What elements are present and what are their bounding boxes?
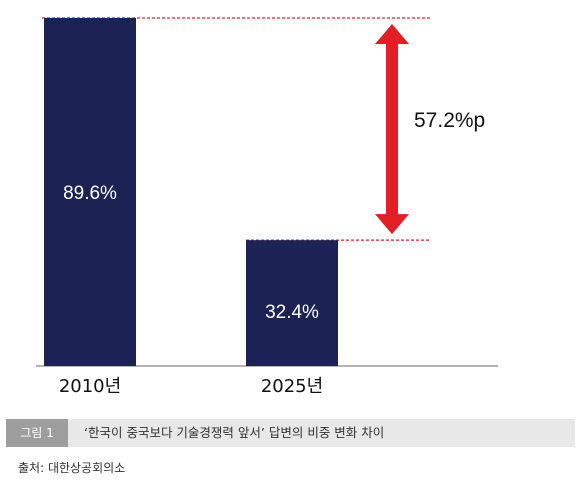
bar-chart: 89.6% 32.4% 2010년 2025년 57.2%p [36,17,498,397]
figure-caption-text: ‘한국이 중국보다 기술경쟁력 앞서’ 답변의 비중 변화 차이 [84,425,385,440]
x-tick-label-2025: 2025년 [261,376,323,397]
figure-caption-bar: 그림 1 ‘한국이 중국보다 기술경쟁력 앞서’ 답변의 비중 변화 차이 [6,419,575,447]
bar-value-label-2010: 89.6% [63,183,117,204]
difference-double-arrow [375,24,409,235]
bar-2010 [44,18,136,366]
x-tick-label-2010: 2010년 [59,376,121,397]
bar-value-label-2025: 32.4% [265,302,319,323]
bar-2025 [246,240,338,366]
figure-number-label: 그림 1 [6,419,68,447]
difference-label: 57.2%p [414,109,485,132]
source-note: 출처: 대한상공회의소 [18,461,126,475]
